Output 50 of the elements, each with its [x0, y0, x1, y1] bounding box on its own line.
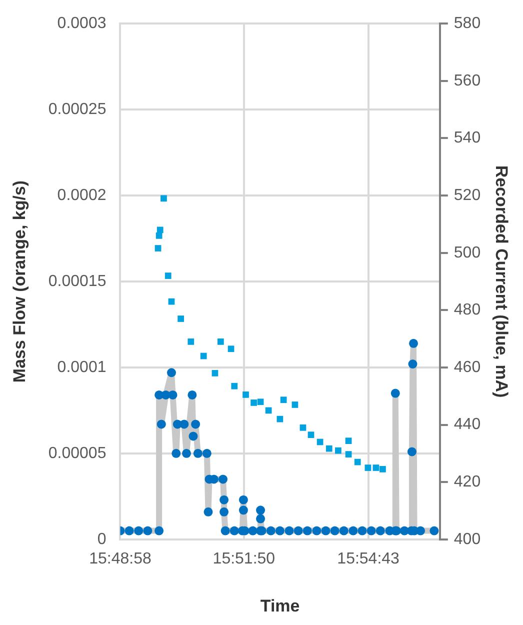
- y-tick-label: 0.0001: [57, 358, 106, 376]
- point: [154, 245, 162, 252]
- y-tick-label: 0.0003: [57, 15, 106, 32]
- point: [250, 400, 257, 406]
- point: [188, 338, 194, 345]
- x-axis-title: Time: [260, 596, 300, 616]
- y2-tick-label: 540: [454, 130, 481, 147]
- y-axis-title: Mass Flow (orange, kg/s): [10, 180, 29, 383]
- point: [231, 382, 238, 390]
- point: [242, 392, 249, 398]
- point: [354, 458, 361, 466]
- x-tick-label: 15:51:50: [212, 550, 276, 568]
- point: [156, 232, 162, 239]
- point: [345, 438, 352, 444]
- y-tick-label: 0: [97, 530, 106, 548]
- point: [380, 466, 386, 472]
- x-tick-label: 15:48:58: [89, 550, 152, 568]
- point: [292, 402, 298, 408]
- y2-tick-label: 480: [454, 302, 481, 319]
- point: [200, 352, 207, 360]
- y2-tick-label: 420: [454, 473, 481, 490]
- y2-tick-label: 520: [454, 186, 481, 204]
- y-tick-label: 0.0002: [57, 186, 106, 204]
- point: [345, 451, 352, 458]
- y-tick-label: 0.00025: [48, 100, 106, 118]
- y2-axis-title: Recorded Current (blue, mA): [492, 165, 512, 398]
- point: [300, 424, 306, 431]
- y2-tick-label: 500: [454, 244, 481, 262]
- point: [160, 195, 167, 202]
- y2-tick-label: 580: [454, 15, 481, 32]
- point: [280, 396, 287, 404]
- point: [326, 445, 332, 452]
- y2-tick-label: 440: [454, 416, 481, 434]
- x-tick-label: 15:54:43: [337, 550, 400, 568]
- y-tick-label: 0.00015: [48, 272, 106, 290]
- point: [212, 370, 218, 376]
- y2-tick-label: 560: [454, 72, 481, 90]
- y-tick-label: 0.00005: [48, 444, 106, 462]
- point: [178, 316, 184, 322]
- point: [164, 272, 172, 279]
- point: [257, 398, 264, 406]
- point: [372, 464, 380, 471]
- point: [156, 226, 164, 234]
- point: [308, 432, 314, 438]
- point: [228, 346, 234, 352]
- point: [364, 464, 372, 471]
- point: [217, 338, 224, 345]
- point: [335, 447, 342, 454]
- y2-tick-label: 400: [454, 530, 481, 548]
- y2-tick-label: 460: [454, 358, 481, 376]
